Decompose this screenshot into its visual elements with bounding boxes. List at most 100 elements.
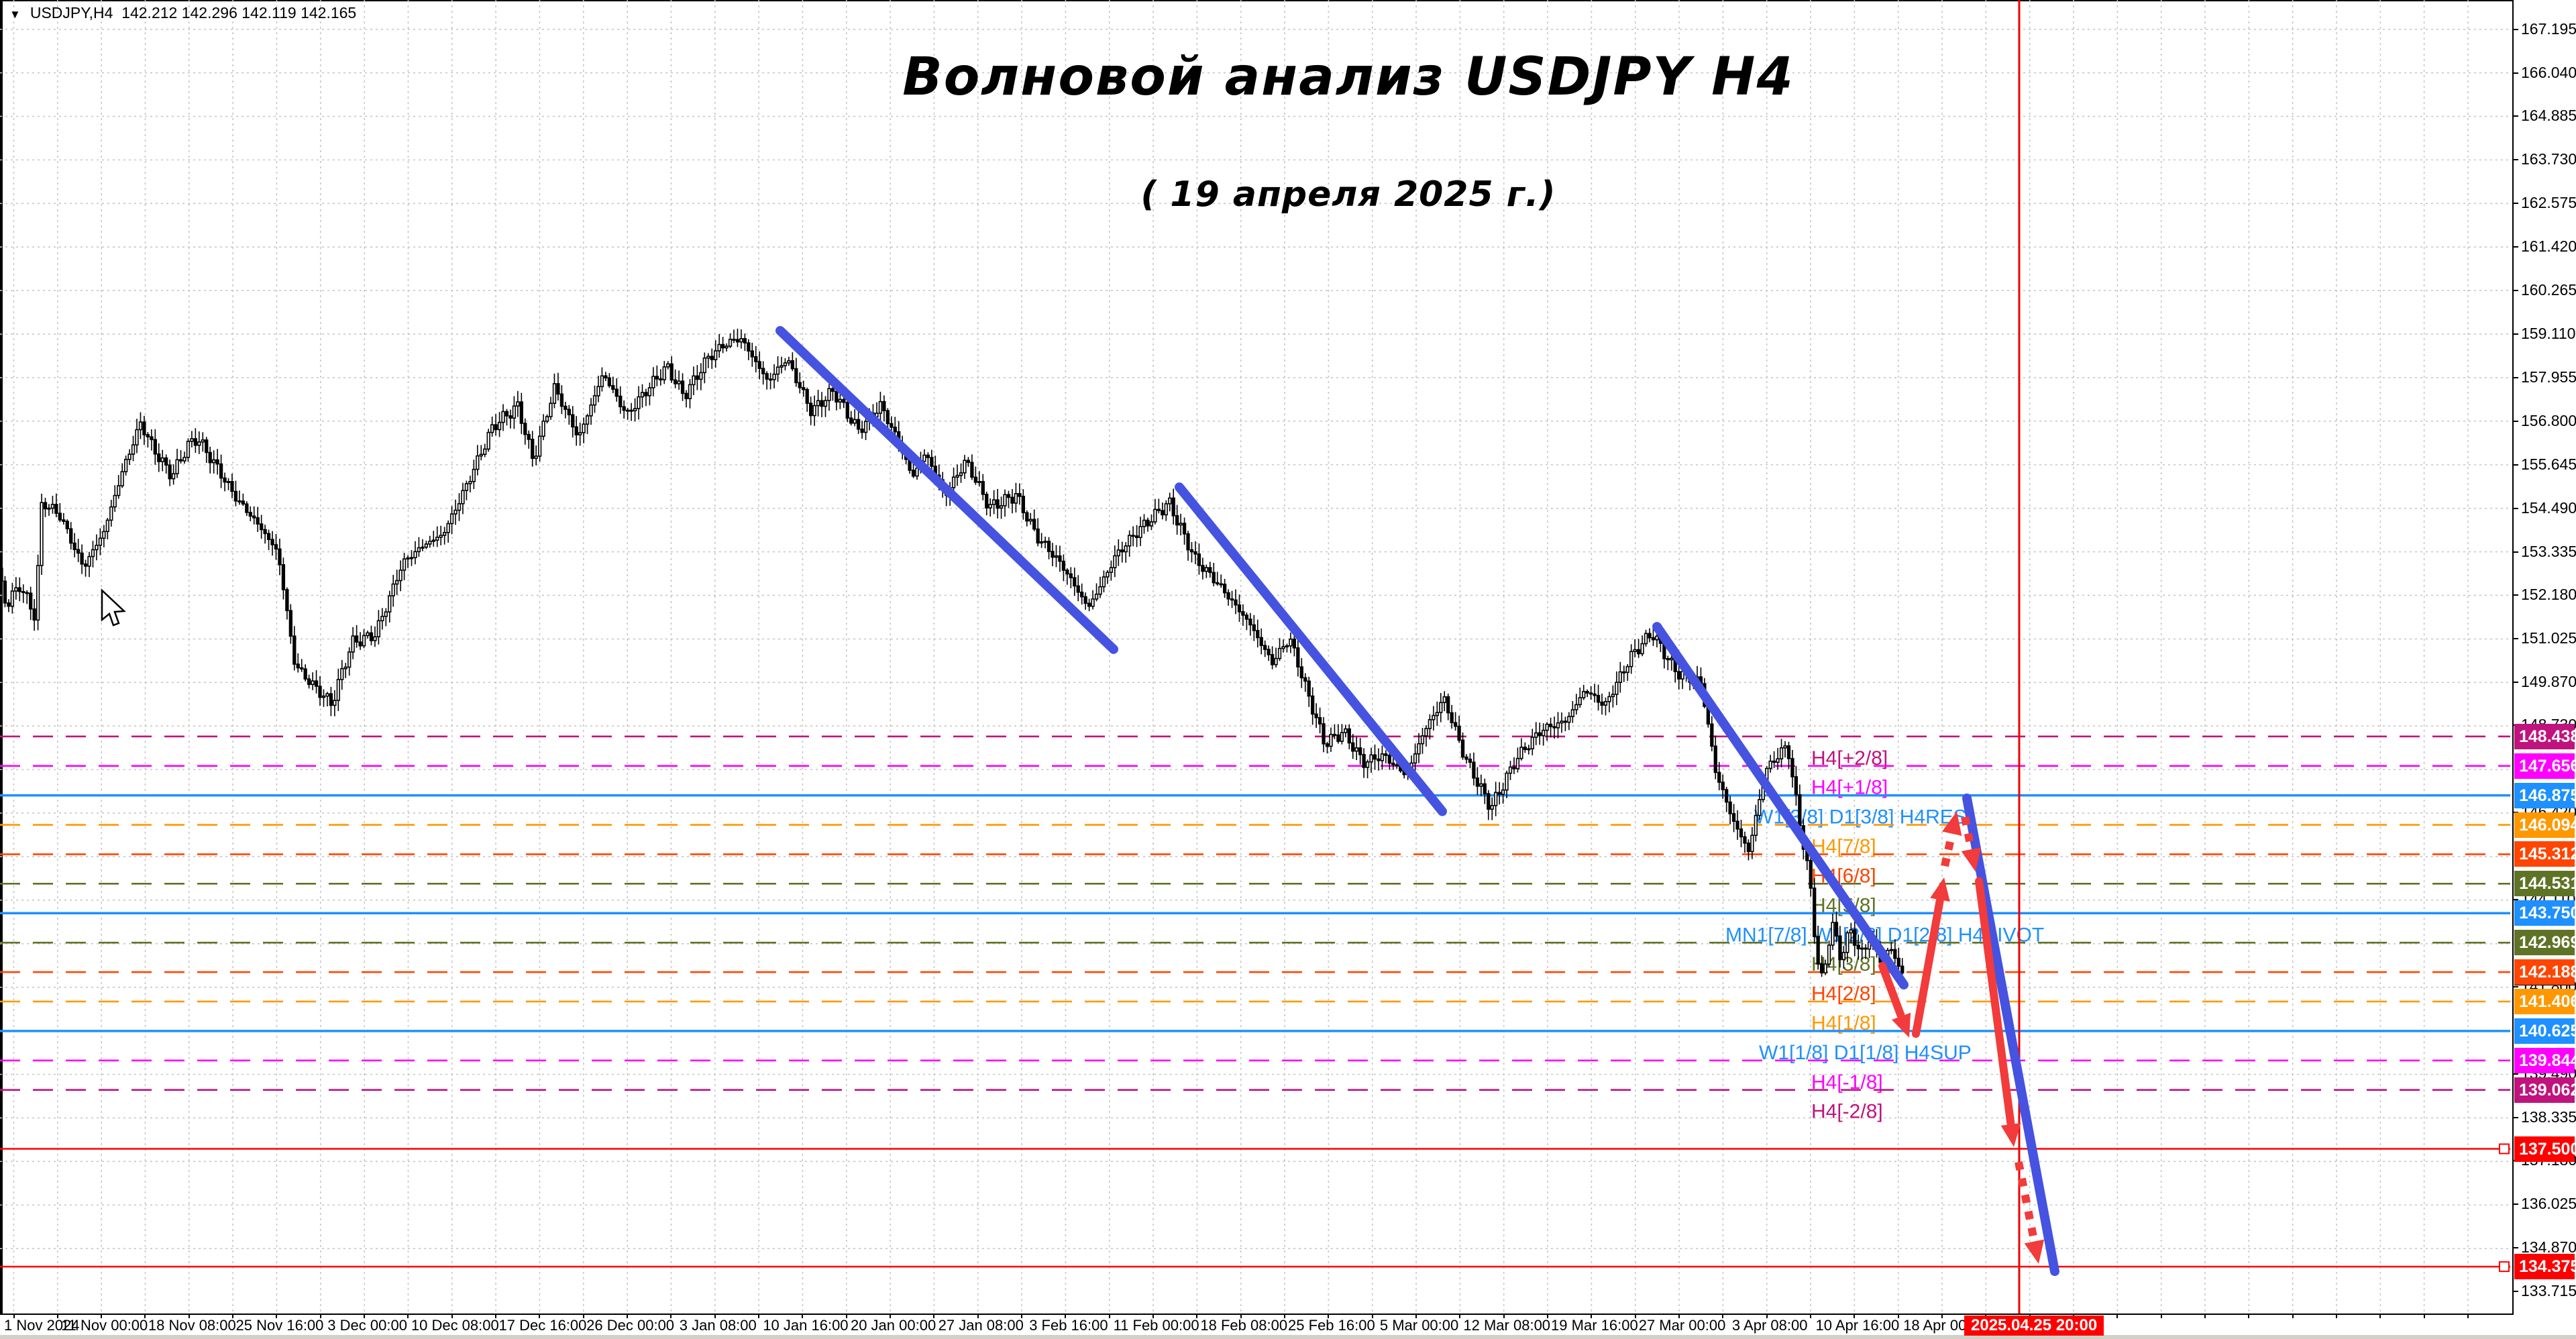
price-tick-label: 160.265 xyxy=(2521,281,2576,299)
price-level-box: 144.531 xyxy=(2514,871,2576,897)
time-tick-mark xyxy=(2248,1314,2250,1318)
time-tick-label: 20 Jan 00:00 xyxy=(850,1317,936,1334)
symbol-dropdown-icon[interactable]: ▼ xyxy=(9,8,21,21)
time-tick-mark xyxy=(1503,1314,1505,1318)
time-tick-mark xyxy=(364,1314,366,1318)
forecast-arrow-shaft[interactable] xyxy=(1941,834,1956,867)
price-tick-label: 133.715 xyxy=(2521,1282,2576,1300)
price-tick-mark xyxy=(2512,985,2518,987)
time-tick-label: 3 Feb 16:00 xyxy=(1029,1317,1108,1334)
time-tick-mark xyxy=(232,1314,234,1318)
time-tick-label: 10 Jan 16:00 xyxy=(763,1317,849,1334)
price-level-box: 140.625 xyxy=(2514,1018,2576,1044)
forecast-arrow-head[interactable] xyxy=(2024,1239,2045,1264)
time-tick-mark xyxy=(1196,1314,1198,1318)
time-tick-mark xyxy=(451,1314,453,1318)
price-tick-label: 159.110 xyxy=(2521,325,2576,343)
time-tick-mark xyxy=(276,1314,278,1318)
price-tick-mark xyxy=(2512,1116,2518,1118)
time-tick-mark xyxy=(1108,1314,1110,1318)
highlighted-date-label: 2025.04.25 20:00 xyxy=(1964,1316,2104,1336)
forecast-arrow-shaft[interactable] xyxy=(1878,961,1905,1019)
time-tick-mark xyxy=(407,1314,409,1318)
price-tick-label: 155.645 xyxy=(2521,455,2576,473)
price-tick-label: 134.870 xyxy=(2521,1238,2576,1256)
price-level-box: 148.438 xyxy=(2514,723,2576,749)
trendline[interactable] xyxy=(1652,622,1909,990)
murrey-level-lines[interactable] xyxy=(0,735,2510,1091)
time-tick-mark xyxy=(2467,1314,2469,1318)
mouse-cursor-icon xyxy=(101,588,126,627)
forecast-arrow-shaft[interactable] xyxy=(1961,816,1975,849)
symbol-name: USDJPY,H4 xyxy=(30,4,113,21)
price-tick-label: 136.025 xyxy=(2521,1195,2576,1213)
time-tick-label: 1 Nov 2024 xyxy=(4,1317,80,1334)
time-tick-mark xyxy=(2160,1314,2162,1318)
price-tick-mark xyxy=(2512,420,2518,422)
price-tick-mark xyxy=(2512,246,2518,248)
forecast-arrow-head[interactable] xyxy=(1930,877,1950,902)
price-level-box: 139.844 xyxy=(2514,1047,2576,1073)
time-tick-mark xyxy=(1415,1314,1417,1318)
time-tick-label: 11 Nov 00:00 xyxy=(61,1317,148,1334)
time-tick-mark xyxy=(802,1314,804,1318)
chart-title-annotation[interactable]: Волновой анализ USDJPY H4 ( 19 апреля 20… xyxy=(859,47,1838,215)
time-tick-label: 25 Nov 16:00 xyxy=(235,1317,324,1334)
price-tick-mark xyxy=(2512,333,2518,335)
time-tick-mark xyxy=(1810,1314,1812,1318)
time-tick-label: 26 Dec 00:00 xyxy=(586,1317,675,1334)
time-tick-mark xyxy=(2204,1314,2206,1318)
line-handle[interactable] xyxy=(2499,1143,2510,1155)
window-bottom-strip xyxy=(0,1335,2576,1339)
time-tick-mark xyxy=(1459,1314,1461,1318)
forecast-arrow-head[interactable] xyxy=(1892,1012,1911,1038)
forecast-arrow-head[interactable] xyxy=(2000,1123,2021,1147)
line-handle[interactable] xyxy=(2499,1261,2510,1273)
time-tick-label: 18 Feb 08:00 xyxy=(1200,1317,1288,1334)
trendline[interactable] xyxy=(1175,482,1447,816)
symbol-info-bar[interactable]: ▼ USDJPY,H4 142.212 142.296 142.119 142.1… xyxy=(9,4,356,22)
price-tick-mark xyxy=(2512,1073,2518,1075)
time-tick-mark xyxy=(890,1314,892,1318)
time-axis[interactable]: 1 Nov 2024 11 Nov 00:00 18 Nov 08:00 25 Nov… xyxy=(0,1314,2576,1336)
time-tick-label: 3 Dec 00:00 xyxy=(327,1317,407,1334)
price-tick-label: 161.420 xyxy=(2521,237,2576,256)
time-tick-label: 18 Nov 08:00 xyxy=(148,1317,236,1334)
price-level-box: 143.750 xyxy=(2514,900,2576,926)
time-tick-label: 10 Dec 08:00 xyxy=(411,1317,499,1334)
price-tick-mark xyxy=(2512,1203,2518,1206)
price-axis[interactable]: 167.195 166.040 164.885 163.730 162.575 161.4… xyxy=(2512,0,2576,1314)
price-tick-mark xyxy=(2512,1247,2518,1249)
price-tick-mark xyxy=(2512,507,2518,509)
time-tick-mark xyxy=(933,1314,935,1318)
price-tick-mark xyxy=(2512,551,2518,553)
time-tick-mark xyxy=(1591,1314,1593,1318)
time-tick-mark xyxy=(1766,1314,1768,1318)
time-tick-label: 25 Feb 16:00 xyxy=(1288,1317,1375,1334)
price-tick-label: 138.335 xyxy=(2521,1108,2576,1126)
forecast-arrow-head[interactable] xyxy=(1961,847,1982,872)
time-tick-mark xyxy=(1240,1314,1242,1318)
time-tick-mark xyxy=(188,1314,190,1318)
price-tick-mark xyxy=(2512,159,2518,161)
time-tick-mark xyxy=(495,1314,497,1318)
time-tick-mark xyxy=(582,1314,584,1318)
price-level-box: 145.312 xyxy=(2514,841,2576,867)
time-tick-mark xyxy=(2292,1314,2294,1318)
trendline[interactable] xyxy=(1962,793,2059,1277)
forecast-arrow-shaft[interactable] xyxy=(2015,1161,2038,1241)
trendline[interactable] xyxy=(775,325,1118,654)
forecast-arrow-head[interactable] xyxy=(1942,811,1962,836)
price-tick-mark xyxy=(2512,682,2518,684)
price-tick-mark xyxy=(2512,203,2518,205)
price-tick-mark xyxy=(2512,1291,2518,1293)
price-tick-label: 162.575 xyxy=(2521,194,2576,212)
forecast-arrow-shaft[interactable] xyxy=(1912,897,1944,1038)
price-tick-label: 156.800 xyxy=(2521,411,2576,429)
time-tick-mark xyxy=(144,1314,146,1318)
forecast-arrow-shaft[interactable] xyxy=(1975,877,2015,1127)
time-tick-mark xyxy=(1065,1314,1067,1318)
time-tick-label: 11 Feb 00:00 xyxy=(1113,1317,1199,1334)
price-tick-label: 166.040 xyxy=(2521,63,2576,81)
